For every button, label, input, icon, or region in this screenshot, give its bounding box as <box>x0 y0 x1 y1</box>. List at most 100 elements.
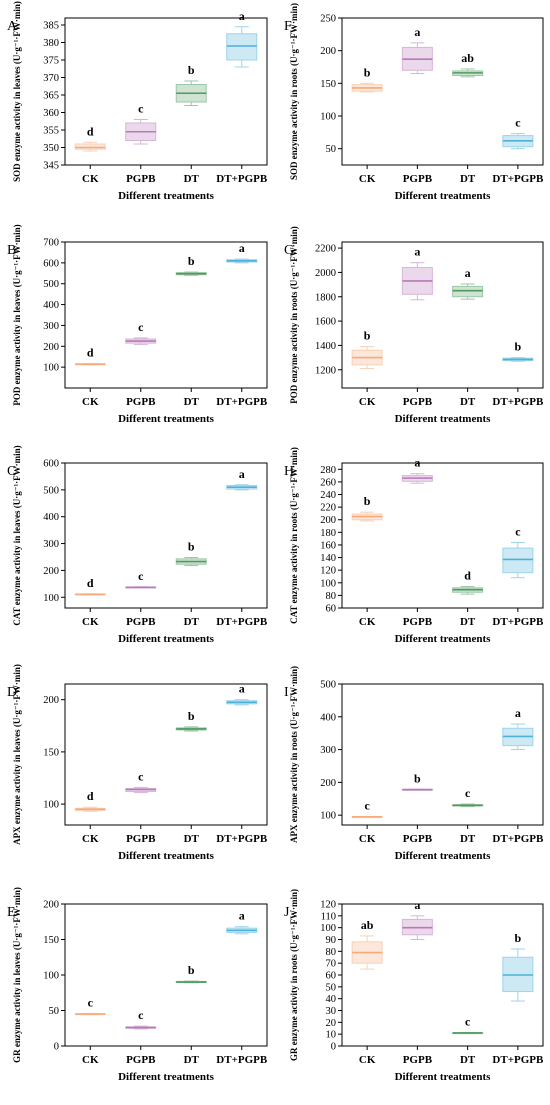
plot-frame <box>341 17 544 166</box>
x-tick-label: DT <box>460 173 476 185</box>
x-tick-label: DT <box>460 1054 476 1066</box>
box-DT+PGPB: a <box>226 241 258 264</box>
significance-letter: a <box>239 682 245 696</box>
panel-label: B <box>7 243 16 258</box>
y-tick-label: 80 <box>326 591 337 602</box>
box-DT: c <box>452 786 484 808</box>
y-tick-label: 350 <box>43 143 59 154</box>
x-axis-label: Different treatments <box>395 190 492 202</box>
y-tick-label: 600 <box>43 258 59 269</box>
panel-label: A <box>7 19 18 34</box>
box-PGPB: a <box>401 245 433 301</box>
x-tick-label: CK <box>359 1054 376 1066</box>
box-DT: b <box>175 963 207 984</box>
panel-C: C 100 200 300 400 500 600 CAT enzyme activity i… <box>7 445 268 645</box>
box-PGPB: a <box>401 898 433 940</box>
y-axis-label: SOD enzyme activity in roots (U·g⁻¹·FW·m… <box>289 3 299 180</box>
significance-letter: b <box>515 931 522 945</box>
box-CK: d <box>74 576 106 596</box>
box-DT: a <box>452 266 484 300</box>
y-tick-label: 120 <box>320 566 336 577</box>
significance-letter: b <box>188 709 195 723</box>
box-DT: b <box>175 709 207 732</box>
plot-frame <box>64 462 268 609</box>
y-tick-label: 345 <box>43 161 59 172</box>
plot-frame <box>64 241 268 389</box>
y-tick-label: 30 <box>326 1006 337 1017</box>
y-axis-label: GR enzyme activity in leaves (U·g⁻¹·FW·m… <box>12 887 22 1063</box>
y-tick-label: 260 <box>320 477 336 488</box>
x-tick-label: CK <box>82 396 99 408</box>
y-tick-label: 370 <box>43 73 59 84</box>
y-tick-label: 300 <box>43 321 59 332</box>
y-tick-label: 1600 <box>315 317 336 328</box>
y-tick-label: 50 <box>326 982 337 993</box>
y-tick-label: 100 <box>320 578 336 589</box>
x-tick-label: DT <box>184 616 200 628</box>
box-CK: c <box>74 995 106 1016</box>
significance-letter: a <box>414 25 420 39</box>
y-tick-label: 200 <box>43 566 59 577</box>
box-PGPB: a <box>401 25 433 75</box>
x-tick-label: PGPB <box>126 833 156 845</box>
x-tick-label: PGPB <box>126 396 156 408</box>
x-tick-label: PGPB <box>126 616 156 628</box>
x-tick-label: DT+PGPB <box>216 833 268 845</box>
y-axis-label: POD enzyme activity in roots (U·g⁻¹·FW·m… <box>289 226 299 404</box>
x-tick-label: DT+PGPB <box>216 616 268 628</box>
plot-frame <box>64 903 268 1047</box>
y-axis-label: APX enzyme activity in roots (U·g⁻¹·FW·m… <box>289 666 299 843</box>
box-PGPB: b <box>401 771 433 791</box>
significance-letter: b <box>414 771 421 785</box>
box-DT+PGPB: c <box>502 116 534 150</box>
panel-B: B 100 200 300 400 500 600 700 POD enzyme activit… <box>7 224 268 425</box>
box-PGPB: a <box>401 456 433 484</box>
significance-letter: c <box>138 769 144 783</box>
significance-letter: a <box>239 467 245 481</box>
box-CK: d <box>74 789 106 812</box>
x-tick-label: DT <box>460 616 476 628</box>
x-axis-label: Different treatments <box>118 633 215 645</box>
x-tick-label: CK <box>82 833 99 845</box>
y-tick-label: 400 <box>43 300 59 311</box>
significance-letter: d <box>87 345 94 359</box>
y-tick-label: 150 <box>43 747 59 758</box>
y-tick-label: 0 <box>331 1042 336 1053</box>
significance-letter: c <box>88 995 94 1009</box>
x-tick-label: CK <box>359 173 376 185</box>
significance-letter: b <box>188 254 195 268</box>
y-axis-label: CAT enzyme activity in roots (U·g⁻¹·FW·m… <box>289 447 299 624</box>
significance-letter: a <box>414 456 420 470</box>
y-tick-label: 200 <box>320 46 336 57</box>
box-CK: b <box>351 494 383 522</box>
x-tick-label: DT+PGPB <box>216 1054 268 1066</box>
significance-letter: c <box>138 1008 144 1022</box>
x-tick-label: DT+PGPB <box>492 616 544 628</box>
y-tick-label: 80 <box>326 947 337 958</box>
box-DT+PGPB: c <box>502 524 534 579</box>
significance-letter: b <box>364 329 371 343</box>
y-tick-label: 400 <box>320 712 336 723</box>
significance-letter: c <box>138 102 144 116</box>
y-tick-label: 500 <box>320 680 336 691</box>
y-tick-label: 375 <box>43 56 59 67</box>
y-tick-label: 100 <box>43 971 59 982</box>
y-tick-label: 400 <box>43 512 59 523</box>
significance-letter: a <box>414 245 420 259</box>
x-axis-label: Different treatments <box>118 1071 215 1083</box>
x-axis-label: Different treatments <box>118 850 215 862</box>
significance-letter: c <box>465 786 471 800</box>
y-tick-label: 1400 <box>315 341 336 352</box>
y-tick-label: 280 <box>320 465 336 476</box>
box-CK: c <box>351 798 383 819</box>
y-tick-label: 120 <box>320 900 336 911</box>
y-tick-label: 365 <box>43 91 59 102</box>
y-axis-label: GR enzyme activity in roots (U·g⁻¹·FW·mi… <box>289 889 299 1061</box>
y-tick-label: 700 <box>43 238 59 249</box>
y-tick-label: 250 <box>320 14 336 25</box>
x-tick-label: CK <box>359 616 376 628</box>
y-axis-label: SOD enzyme activity in leaves (U·g⁻¹·FW·… <box>12 1 22 182</box>
y-tick-label: 200 <box>43 900 59 911</box>
significance-letter: d <box>87 789 94 803</box>
